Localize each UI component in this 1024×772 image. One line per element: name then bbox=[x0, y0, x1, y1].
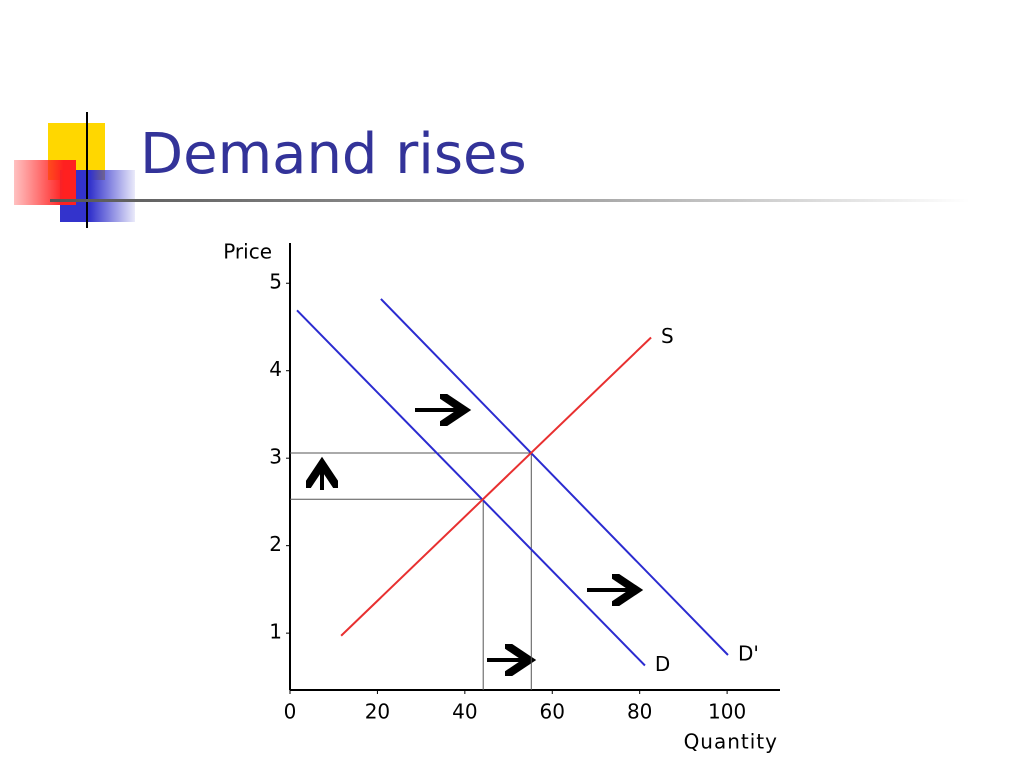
x-tick-label: 60 bbox=[540, 700, 565, 724]
x-tick-label: 20 bbox=[365, 700, 390, 724]
curve bbox=[380, 298, 729, 656]
x-tick-label: 100 bbox=[708, 700, 746, 724]
chart: 1 2 3 4 5 0 20 40 60 80 100 Price Quantity D D' S bbox=[223, 240, 780, 754]
x-tick-label: 80 bbox=[627, 700, 652, 724]
curve bbox=[296, 309, 646, 667]
y-tick-label: 3 bbox=[269, 445, 282, 469]
x-tick-label: 40 bbox=[452, 700, 477, 724]
y-tick-label: 4 bbox=[269, 357, 282, 381]
x-axis-label: Quantity bbox=[684, 730, 778, 754]
curve bbox=[340, 336, 652, 637]
y-tick-label: 1 bbox=[269, 620, 282, 644]
shift-arrows bbox=[322, 410, 632, 660]
curve-label: S bbox=[661, 324, 674, 348]
slide-decoration bbox=[14, 112, 970, 228]
curve-label: D' bbox=[738, 642, 759, 666]
slide-title: Demand rises bbox=[140, 122, 527, 187]
x-tick-label: 0 bbox=[284, 700, 297, 724]
y-tick-label: 2 bbox=[269, 532, 282, 556]
y-axis-label: Price bbox=[223, 240, 272, 264]
curve-label: D bbox=[655, 652, 670, 676]
y-tick-label: 5 bbox=[269, 270, 282, 294]
